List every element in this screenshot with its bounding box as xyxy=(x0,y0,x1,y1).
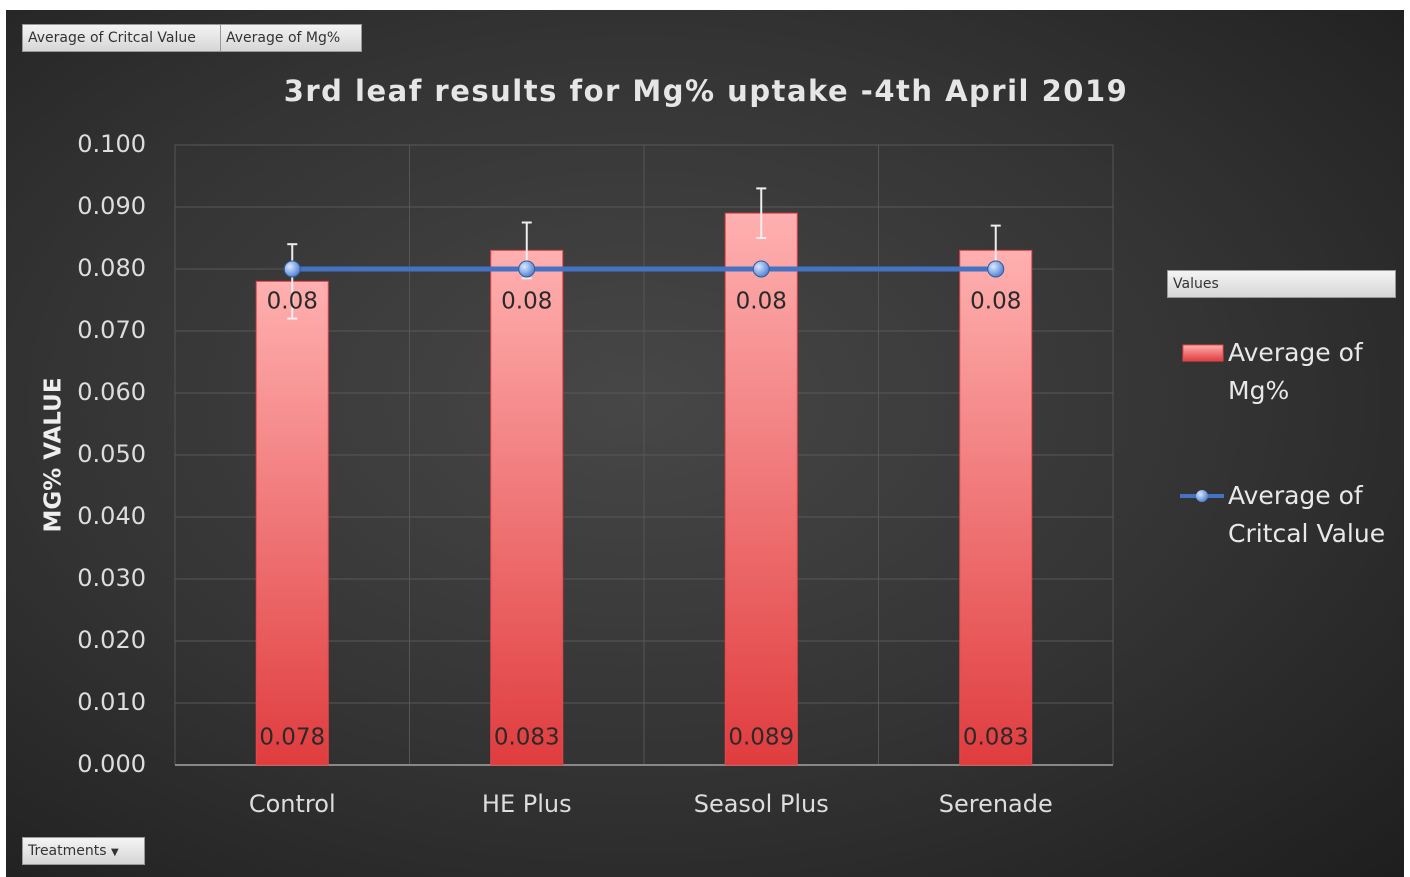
y-tick-label: 0.060 xyxy=(77,378,146,406)
data-label: 0.08 xyxy=(267,289,318,315)
axis-field-label: Treatments xyxy=(28,843,107,859)
y-tick-label: 0.090 xyxy=(77,192,146,220)
x-tick-label: Serenade xyxy=(939,790,1053,818)
data-label: 0.083 xyxy=(963,725,1029,751)
error-bar xyxy=(287,243,298,320)
y-tick-label: 0.000 xyxy=(77,750,146,778)
line-marker xyxy=(987,260,1005,278)
data-label: 0.083 xyxy=(494,725,560,751)
data-label: 0.08 xyxy=(501,289,552,315)
x-tick-label: Control xyxy=(249,790,336,818)
line-marker xyxy=(752,260,770,278)
data-label: 0.089 xyxy=(728,725,794,751)
x-tick-label: HE Plus xyxy=(482,790,572,818)
bar xyxy=(959,249,1033,766)
y-tick-label: 0.080 xyxy=(77,254,146,282)
x-tick-label: Seasol Plus xyxy=(694,790,829,818)
y-tick-label: 0.040 xyxy=(77,502,146,530)
y-tick-label: 0.020 xyxy=(77,626,146,654)
bar xyxy=(490,249,564,766)
chart-area xyxy=(6,10,1404,877)
y-tick-label: 0.010 xyxy=(77,688,146,716)
legend-swatch xyxy=(1182,344,1224,362)
data-label: 0.08 xyxy=(736,289,787,315)
line-marker xyxy=(518,260,536,278)
legend-label: Average of Critcal Value xyxy=(1228,481,1386,548)
field-button[interactable]: Average of Critcal Value xyxy=(22,24,221,52)
error-bar xyxy=(756,187,767,239)
axis-field-button[interactable]: Treatments ▼ xyxy=(22,837,145,865)
data-label: 0.08 xyxy=(970,289,1021,315)
y-tick-label: 0.100 xyxy=(77,130,146,158)
y-tick-label: 0.030 xyxy=(77,564,146,592)
chart-title: 3rd leaf results for Mg% uptake -4th Apr… xyxy=(284,74,1129,108)
legend-label: Average of Mg% xyxy=(1228,338,1363,405)
data-label: 0.078 xyxy=(259,725,325,751)
y-axis-label: MG% VALUE xyxy=(41,377,67,532)
legend-title[interactable]: Values xyxy=(1167,270,1396,298)
y-tick-label: 0.050 xyxy=(77,440,146,468)
y-tick-label: 0.070 xyxy=(77,316,146,344)
bar xyxy=(255,280,329,766)
line-marker xyxy=(283,260,301,278)
field-button[interactable]: Average of Mg% xyxy=(220,24,362,52)
legend-swatch-marker xyxy=(1196,490,1208,502)
